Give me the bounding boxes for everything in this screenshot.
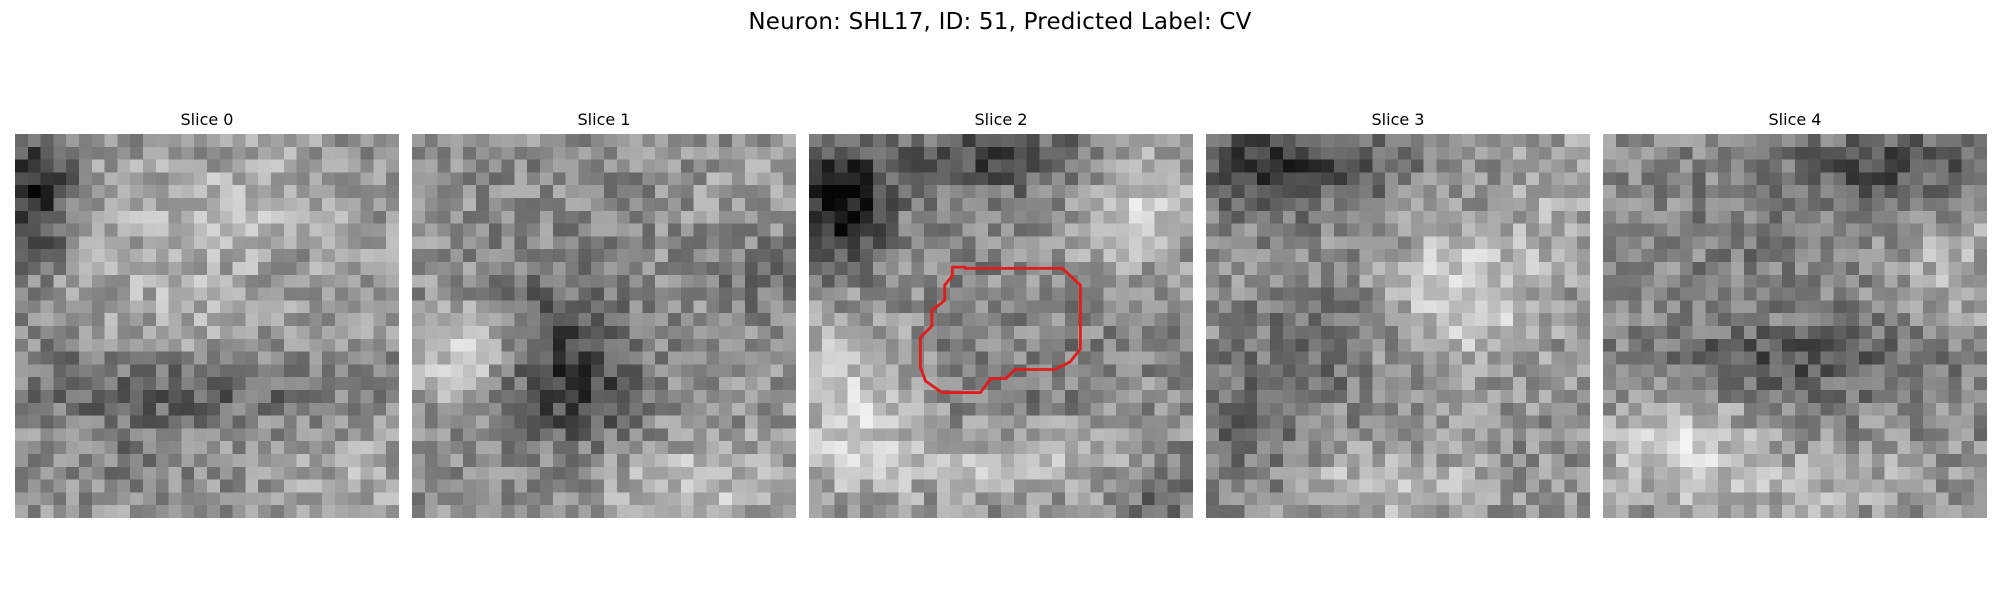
slice-image-2: [809, 134, 1193, 518]
slice-title-3: Slice 3: [1371, 110, 1425, 129]
figure-title: Neuron: SHL17, ID: 51, Predicted Label: …: [748, 9, 1252, 35]
slice-image-1: [412, 134, 796, 518]
slice-title-0: Slice 0: [180, 110, 234, 129]
slice-image-3: [1206, 134, 1590, 518]
slice-image-4: [1603, 134, 1987, 518]
slice-title-2: Slice 2: [974, 110, 1028, 129]
slice-title-4: Slice 4: [1768, 110, 1822, 129]
segmentation-contour: [918, 265, 1082, 394]
slice-title-1: Slice 1: [577, 110, 631, 129]
slice-image-0: [15, 134, 399, 518]
